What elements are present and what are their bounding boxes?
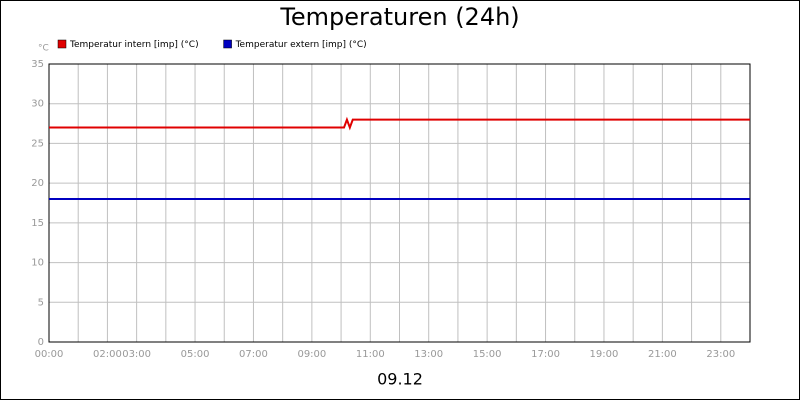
x-tick-label: 19:00 — [590, 349, 619, 360]
line — [49, 116, 750, 131]
y-tick-label: 20 — [31, 178, 44, 189]
x-tick-label: 21:00 — [648, 349, 677, 360]
y-tick-label: 0 — [38, 337, 44, 348]
legend-label: Temperatur intern [imp] (°C) — [69, 40, 199, 50]
x-tick-label: 05:00 — [181, 349, 210, 360]
x-tick-label: 00:00 — [35, 349, 64, 360]
chart-title: Temperaturen (24h) — [279, 3, 519, 31]
x-tick-label: 11:00 — [356, 349, 385, 360]
x-tick-label: 07:00 — [239, 349, 268, 360]
x-tick-label: 15:00 — [473, 349, 502, 360]
y-tick-label: 25 — [31, 138, 44, 149]
legend-swatch — [223, 39, 232, 49]
y-tick-label: 30 — [31, 99, 44, 110]
x-axis-label: 09.12 — [377, 370, 423, 389]
y-tick-label: 5 — [38, 297, 44, 308]
y-tick-label: 35 — [31, 59, 44, 70]
y-tick-label: 10 — [31, 258, 44, 269]
y-tick-label: 15 — [31, 218, 44, 229]
legend-label: Temperatur extern [imp] (°C) — [235, 40, 367, 50]
x-tick-label: 17:00 — [531, 349, 560, 360]
y-axis-label: °C — [38, 44, 49, 54]
x-tick-label: 23:00 — [706, 349, 735, 360]
x-tick-label: 02:00 — [93, 349, 122, 360]
x-tick-label: 09:00 — [297, 349, 326, 360]
x-tick-label: 03:00 — [122, 349, 151, 360]
legend-swatch — [57, 39, 67, 49]
plot-border — [48, 63, 751, 343]
x-tick-label: 13:00 — [414, 349, 443, 360]
